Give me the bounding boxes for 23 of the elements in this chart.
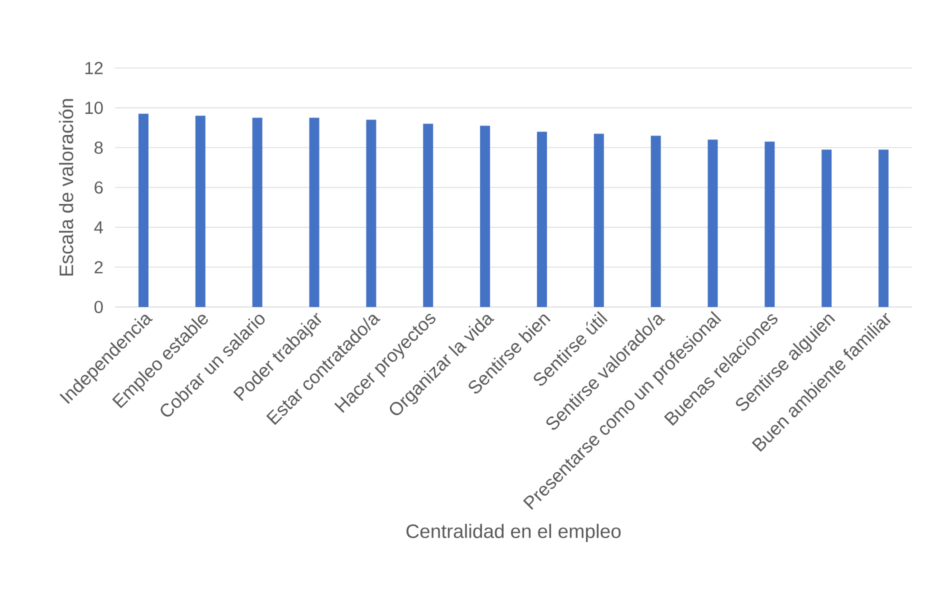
bar — [423, 124, 434, 307]
bar — [366, 120, 376, 307]
bar — [822, 150, 832, 307]
y-tick-label: 8 — [94, 141, 103, 154]
y-axis-title: Escala de valoración — [58, 99, 74, 276]
y-tick-label: 12 — [85, 62, 103, 74]
y-tick-label: 2 — [94, 261, 103, 274]
y-tick-label: 4 — [94, 221, 103, 234]
y-tick-label: 0 — [94, 300, 103, 314]
bar — [536, 132, 547, 307]
y-tick-label: 10 — [85, 102, 103, 114]
bar — [195, 116, 206, 307]
bar — [878, 150, 889, 307]
bar — [650, 136, 661, 307]
bar — [764, 142, 775, 307]
bar — [480, 126, 490, 307]
y-tick-label: 6 — [94, 181, 103, 194]
bar — [138, 114, 148, 307]
bar — [708, 140, 718, 307]
x-axis-title: Centralidad en el empleo — [406, 524, 621, 542]
bar — [252, 118, 262, 307]
bar — [594, 134, 604, 307]
bar — [309, 118, 320, 307]
